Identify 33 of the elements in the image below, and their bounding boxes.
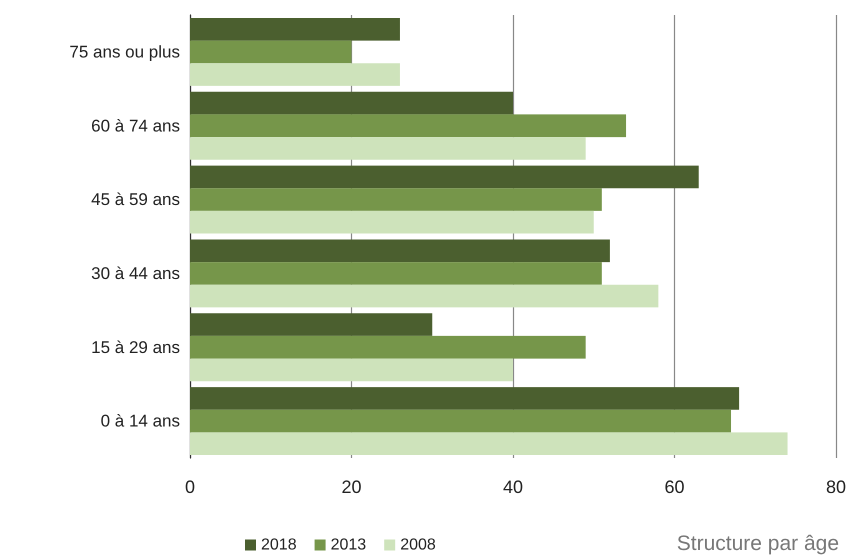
bar	[190, 284, 658, 308]
bar	[190, 313, 432, 336]
y-tick-label: 75 ans ou plus	[69, 42, 180, 62]
bar	[190, 387, 740, 410]
x-tick-label: 40	[502, 477, 524, 497]
text: Structure par âge	[676, 532, 840, 555]
bar	[190, 166, 699, 188]
bar	[190, 188, 602, 211]
bar	[190, 210, 594, 234]
y-tick-label: 60 à 74 ans	[91, 116, 180, 136]
x-tick-label: 60	[664, 477, 685, 497]
legend-label: 2018	[261, 536, 297, 554]
y-tick-label: 30 à 44 ans	[91, 264, 180, 283]
bar	[190, 40, 352, 64]
bar	[190, 336, 586, 359]
bar	[190, 432, 788, 456]
y-tick-label: 45 à 59 ans	[91, 190, 180, 210]
bar	[190, 410, 732, 432]
y-tick-label: 15 à 29 ans	[91, 338, 180, 357]
bar	[190, 137, 586, 160]
bar	[190, 239, 610, 262]
bar	[190, 63, 400, 86]
legend-label: 2013	[330, 536, 366, 554]
bar	[190, 262, 602, 285]
bar	[190, 18, 400, 41]
bar	[190, 358, 513, 382]
bar	[190, 92, 513, 114]
y-tick-label: 0 à 14 ans	[100, 412, 180, 431]
x-tick-label: 0	[184, 477, 196, 497]
x-tick-label: 20	[341, 477, 362, 497]
legend-label: 2008	[400, 536, 436, 554]
bar	[190, 114, 626, 138]
x-tick-label: 80	[826, 477, 846, 497]
